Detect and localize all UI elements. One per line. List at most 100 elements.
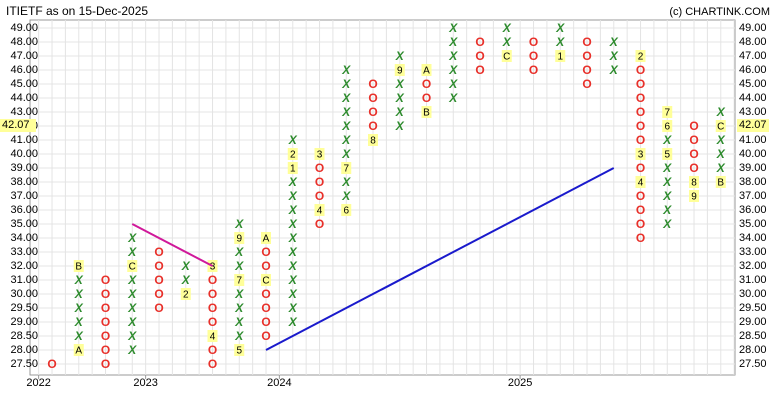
y-tick-label: 30.00 xyxy=(10,288,38,300)
year-label: 2023 xyxy=(133,377,157,389)
month-marker: B xyxy=(423,108,430,119)
month-marker-bg xyxy=(635,50,646,62)
o-box: O xyxy=(368,105,377,119)
y-tick-label-right: 37.00 xyxy=(739,190,767,202)
o-box: O xyxy=(636,133,645,147)
x-box: X xyxy=(288,287,298,301)
month-marker-bg xyxy=(555,50,566,62)
o-box: O xyxy=(368,91,377,105)
o-box: O xyxy=(529,63,538,77)
o-box: O xyxy=(101,343,110,357)
month-marker-bg xyxy=(207,330,218,342)
plot-area xyxy=(29,19,736,376)
month-marker-bg xyxy=(394,64,405,76)
month-marker: 9 xyxy=(236,234,242,245)
month-marker-bg xyxy=(341,162,352,174)
x-box: X xyxy=(716,147,726,161)
y-tick-label-right: 44.00 xyxy=(739,92,767,104)
o-box: O xyxy=(636,119,645,133)
year-label: 2022 xyxy=(26,377,50,389)
y-tick-label-right: 47.00 xyxy=(739,50,767,62)
y-tick-label-right: 29.00 xyxy=(739,316,767,328)
y-tick-label-right: 30.00 xyxy=(739,288,767,300)
y-tick-label: 29.00 xyxy=(10,316,38,328)
month-marker: 9 xyxy=(691,192,697,203)
x-box: X xyxy=(234,245,244,259)
month-marker-bg xyxy=(234,274,245,286)
x-box: X xyxy=(288,259,298,273)
y-tick-label: 41.00 xyxy=(10,134,38,146)
month-marker: 7 xyxy=(664,108,670,119)
x-box: X xyxy=(395,119,405,133)
y-tick-label-right: 36.00 xyxy=(739,204,767,216)
o-box: O xyxy=(208,343,217,357)
x-box: X xyxy=(181,273,191,287)
o-box: O xyxy=(636,231,645,245)
month-marker-bg xyxy=(689,190,699,202)
x-box: X xyxy=(234,217,244,231)
y-tick-label: 47.00 xyxy=(10,50,38,62)
month-marker-bg xyxy=(689,176,699,188)
month-marker: 6 xyxy=(664,122,670,133)
month-marker-bg xyxy=(180,288,191,300)
x-box: X xyxy=(448,35,458,49)
y-tick-label: 44.00 xyxy=(10,92,38,104)
x-box: X xyxy=(609,63,619,77)
month-marker-bg xyxy=(287,162,298,174)
month-marker: 5 xyxy=(664,150,670,161)
y-tick-label-right: 40.00 xyxy=(739,148,767,160)
x-box: X xyxy=(555,35,565,49)
o-box: O xyxy=(261,329,270,343)
o-box: O xyxy=(368,77,377,91)
month-marker-bg xyxy=(73,344,84,356)
x-box: X xyxy=(716,161,726,175)
o-box: O xyxy=(689,133,698,147)
x-box: X xyxy=(716,105,726,119)
month-marker-bg xyxy=(715,120,726,132)
month-marker-bg xyxy=(234,344,245,356)
x-box: X xyxy=(662,133,672,147)
x-box: X xyxy=(448,21,458,35)
x-box: X xyxy=(341,63,351,77)
x-box: X xyxy=(74,329,84,343)
trendline xyxy=(265,167,615,351)
x-box: X xyxy=(341,189,351,203)
x-box: X xyxy=(395,91,405,105)
o-box: O xyxy=(154,287,163,301)
o-box: O xyxy=(47,357,56,371)
o-box: O xyxy=(208,273,217,287)
y-tick-label-right: 46.00 xyxy=(739,64,767,76)
x-box: X xyxy=(662,161,672,175)
x-box: X xyxy=(234,301,244,315)
x-box: X xyxy=(288,203,298,217)
o-box: O xyxy=(208,357,217,371)
y-tick-label-right: 35.00 xyxy=(739,218,767,230)
o-box: O xyxy=(261,301,270,315)
year-label: 2024 xyxy=(267,377,291,389)
current-price-right: 42.07 xyxy=(739,119,767,131)
x-box: X xyxy=(341,147,351,161)
chart-title: ITIETF as on 15-Dec-2025 xyxy=(6,4,148,18)
y-tick-label: 40.00 xyxy=(10,148,38,160)
y-tick-label-right: 39.00 xyxy=(739,162,767,174)
o-box: O xyxy=(315,161,324,175)
o-box: O xyxy=(636,203,645,217)
x-box: X xyxy=(448,49,458,63)
x-box: X xyxy=(341,91,351,105)
y-tick-label: 38.00 xyxy=(10,176,38,188)
y-tick-label-right: 28.50 xyxy=(739,330,767,342)
x-box: X xyxy=(127,329,137,343)
o-box: O xyxy=(689,119,698,133)
current-price-bg xyxy=(0,119,36,133)
x-box: X xyxy=(341,105,351,119)
o-box: O xyxy=(636,105,645,119)
o-box: O xyxy=(368,119,377,133)
month-marker-bg xyxy=(635,176,646,188)
x-box: X xyxy=(395,77,405,91)
month-marker-bg xyxy=(501,50,512,62)
month-marker-bg xyxy=(314,204,325,216)
x-box: X xyxy=(555,21,565,35)
x-box: X xyxy=(716,133,726,147)
o-box: O xyxy=(582,35,591,49)
